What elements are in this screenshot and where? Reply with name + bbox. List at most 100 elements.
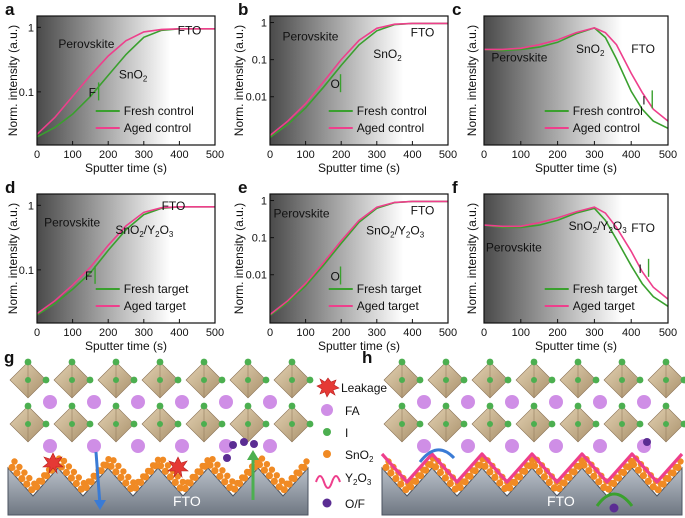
sno2-particle [560,479,568,487]
fto-label: FTO [173,493,201,509]
y-tick-label: 1 [261,196,267,208]
legend-entry: Aged control [357,121,424,135]
x-tick-label: 100 [296,149,314,161]
annotation: SnO2​ [576,42,605,58]
plot-background [37,16,215,145]
annotation: SnO2​ [119,68,148,84]
sno2-particle [273,472,280,479]
fa-atom [637,395,651,409]
of-atom [250,440,258,448]
sno2-particle [555,484,563,493]
x-tick-label: 500 [206,149,224,161]
y-axis-label: Norm. intensity (a.u.) [465,203,479,314]
fa-atom [87,439,101,453]
iodine-atom [504,420,512,428]
sno2-particle [300,463,308,472]
legend-label-of: O/F [345,497,365,511]
of-icon [322,498,332,508]
x-tick-label: 400 [170,327,188,339]
x-tick-label: 400 [170,149,188,161]
sno2-particle [43,472,51,480]
iodine-atom [662,358,670,366]
iodine-atom [574,402,582,410]
sno2-particle [615,474,623,482]
x-tick-label: 400 [403,149,421,161]
y-tick-label: 0.01 [246,270,267,282]
fa-atom [505,439,519,453]
fa-atom [461,395,475,409]
iodine-atom [575,377,581,383]
x-tick-label: 0 [481,149,487,161]
sno2-particle [13,469,21,477]
iodine-atom [156,402,164,410]
iodine-atom [289,421,295,427]
iodine-atom [130,420,138,428]
sno2-particle [595,478,603,486]
leakage-marker [42,452,64,475]
iodine-atom [25,421,31,427]
sno2-particle [278,477,285,484]
iodine-atom [174,376,182,384]
sno2-particle [516,473,524,481]
iodine-atom [619,377,625,383]
panel-b-chart: 0 100 200 300 400 500 0.01 0.1 1 Sputter time (s)… [232,0,457,175]
x-tick-label: 100 [63,327,81,339]
panel-d-chart: 0 100 200 300 400 500 0.1 1 Sputter time (s) Norm… [5,178,224,353]
annotation: FTO [411,26,435,40]
sno2-particle [191,473,199,481]
x-tick-label: 400 [622,149,640,161]
series-line-aged [483,206,669,300]
x-tick-label: 500 [439,149,457,161]
sno2-particle [436,468,444,477]
sno2-particle [67,474,75,482]
sno2-particle [639,472,648,480]
annotation: I [639,262,642,276]
plot-frame [36,15,216,146]
panel-label: a [5,0,15,19]
fa-atom [505,395,519,409]
sno2-particle [241,474,249,482]
sno2-particle [174,473,181,480]
sno2-particle [590,472,598,480]
sno2-particle [258,455,266,462]
sno2-particle [214,461,221,468]
legend-entry: Aged target [573,299,636,313]
iodine-migration-arrow [94,451,102,506]
iodine-atom [592,376,600,384]
y-tick-label: 0.1 [252,55,267,67]
iodine-atom [68,358,76,366]
sno2-particle [159,456,167,463]
panel-e-chart: 0 100 200 300 400 500 0.01 0.1 1 Sputter time (s)… [232,178,457,353]
x-tick-label: 300 [368,149,386,161]
panel-label-g: g [4,348,14,367]
of-atom [643,438,651,446]
y2o3-layer [380,452,684,484]
iodine-atom [86,420,94,428]
sno2-particle [387,469,395,477]
iodine-atom [42,376,50,384]
plot-background [484,194,668,323]
sno2-particle [265,472,273,480]
fa-atom [131,395,145,409]
series-line-aged [269,200,448,316]
sno2-particle [535,467,544,475]
sno2-particle [674,463,682,472]
x-tick-label: 200 [332,149,350,161]
y-tick-label: 1 [28,22,34,34]
iodine-atom [460,420,468,428]
legend-entry: Aged target [357,299,420,313]
arrow-head [247,450,259,460]
fa-atom [593,439,607,453]
plot-background [37,194,215,323]
annotation: SnO2​ [373,47,402,63]
iodine-atom [663,377,669,383]
fa-icon [321,404,333,416]
fa-atom [175,395,189,409]
x-tick-label: 400 [622,327,640,339]
panel-label: c [452,0,461,19]
fa-atom [417,395,431,409]
sno2-particle [431,463,440,471]
iodine-atom [680,420,685,428]
fa-atom [219,439,233,453]
